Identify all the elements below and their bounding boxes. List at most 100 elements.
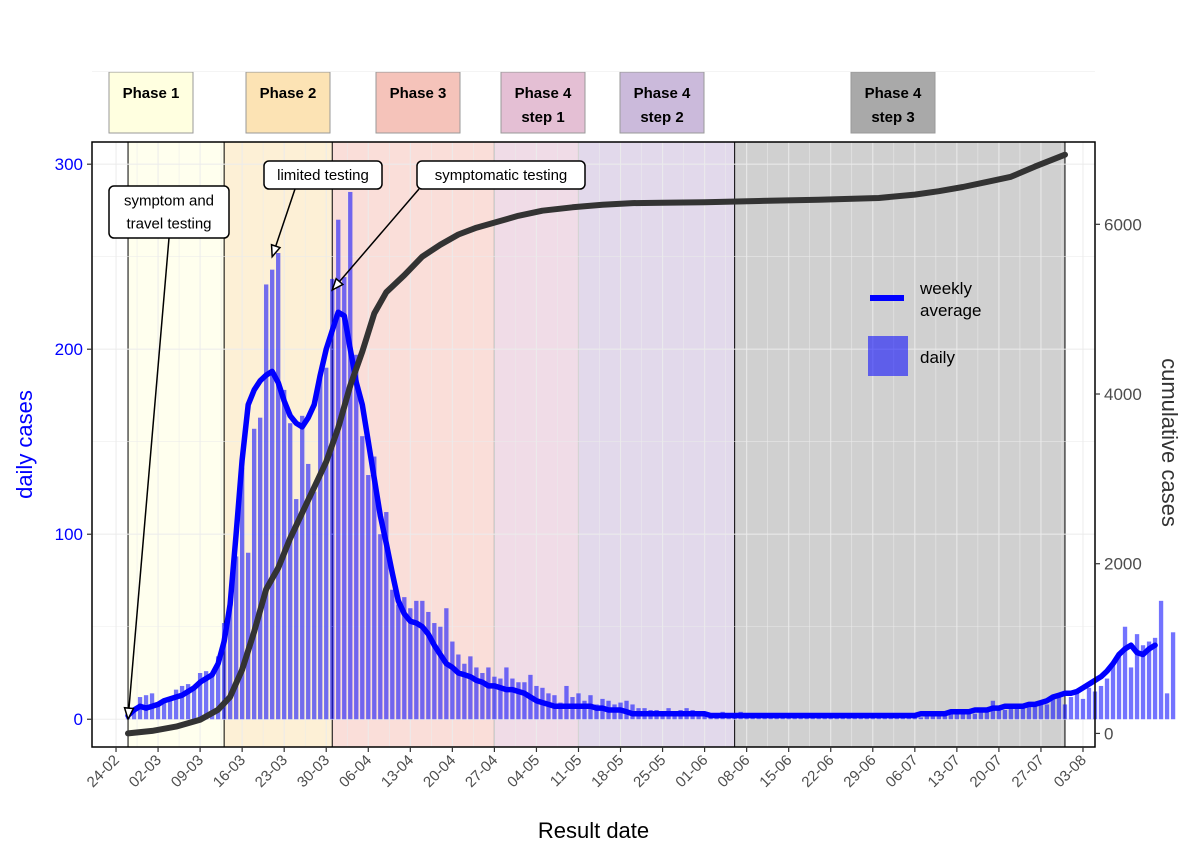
annotation-label: limited testing [277, 167, 369, 184]
daily-bar [798, 717, 803, 720]
phase-band [128, 142, 225, 747]
plot-area: symptom and travel testing limited testing… [91, 71, 1176, 748]
daily-bar [276, 253, 281, 720]
series-lines [125, 151, 1158, 737]
annotation-arrow [127, 237, 170, 720]
daily-bar [312, 491, 317, 720]
daily-bar [360, 436, 365, 720]
x-tick-label: 06-07 [882, 752, 921, 791]
x-tick-label: 16-03 [210, 752, 249, 791]
x-tick-label: 27-04 [462, 752, 501, 791]
daily-bar [480, 672, 485, 720]
daily-bar [846, 717, 851, 720]
daily-bar [420, 600, 425, 720]
daily-bar [516, 682, 521, 720]
daily-bar [1008, 706, 1014, 720]
y-axis-right-title: cumulative cases [1157, 358, 1182, 527]
daily-bar [438, 626, 443, 720]
daily-bar [510, 678, 515, 720]
daily-bar [209, 672, 215, 720]
daily-bar [948, 713, 954, 720]
daily-bar [426, 611, 431, 720]
x-tick-label: 06-04 [336, 752, 375, 791]
daily-bar [408, 608, 413, 720]
annotation-arrow [331, 188, 420, 291]
phase-label-box [108, 71, 194, 134]
legend-label-daily: daily [920, 348, 955, 367]
daily-bar [462, 663, 467, 720]
annotation-label: travel testing [126, 216, 211, 233]
x-tick-label: 23-03 [252, 752, 291, 791]
x-tick-label: 01-06 [672, 752, 711, 791]
x-tick-label: 22-06 [798, 752, 837, 791]
daily-bar [954, 713, 960, 720]
daily-bar [1080, 698, 1086, 720]
daily-bar [233, 556, 239, 720]
weekly-average-line [125, 309, 1158, 719]
y-left-tick-label: 300 [55, 155, 83, 174]
x-tick-label: 20-04 [420, 752, 459, 791]
daily-bar [336, 219, 341, 720]
daily-bar [239, 467, 245, 720]
daily-bar [197, 672, 203, 720]
daily-bar [245, 552, 251, 720]
daily-bar [414, 600, 419, 720]
y-axis-left-title: daily cases [12, 390, 37, 499]
daily-bar [978, 711, 984, 720]
daily-bar [1098, 685, 1104, 720]
daily-bar [1014, 708, 1020, 720]
daily-bar [1026, 706, 1032, 720]
daily-bar [258, 417, 263, 720]
x-tick-label: 13-07 [925, 752, 964, 791]
x-tick-label: 27-07 [1009, 752, 1048, 791]
y-left-tick-label: 200 [55, 340, 83, 359]
daily-bar [1152, 637, 1158, 720]
daily-bar [330, 278, 335, 720]
annotations: symptom and travel testing limited testing… [108, 160, 586, 722]
daily-bar [300, 415, 305, 720]
daily-bar [306, 463, 311, 720]
phase-label: step 1 [521, 109, 564, 126]
annotation-box [416, 160, 586, 190]
daily-bar [1020, 704, 1026, 720]
daily-bar [960, 711, 966, 720]
x-tick-label: 29-06 [840, 752, 879, 791]
daily-bar [318, 376, 323, 720]
daily-bar [384, 512, 389, 720]
phase-band [734, 142, 1065, 747]
daily-bar [324, 367, 329, 720]
x-tick-label: 08-06 [714, 752, 753, 791]
x-tick-label: 20-07 [967, 752, 1006, 791]
daily-bar [1134, 634, 1140, 720]
daily-bar [984, 708, 990, 720]
daily-bar [1128, 667, 1134, 720]
phase-label: Phase 3 [390, 85, 447, 102]
daily-bar [251, 428, 257, 720]
legend-label-weekly: average [920, 301, 981, 320]
daily-bar [161, 700, 167, 720]
daily-bar [456, 654, 461, 720]
phase-label-box [619, 71, 705, 134]
y-right-tick-label: 4000 [1104, 385, 1142, 404]
daily-bar [131, 711, 137, 720]
phase-label-box [500, 71, 586, 134]
daily-bar [1038, 704, 1044, 720]
phase-label: Phase 4 [634, 85, 691, 102]
daily-bar [492, 676, 497, 720]
y-right-tick-label: 6000 [1104, 215, 1142, 234]
phase-label-box [375, 71, 461, 134]
cumulative-line [125, 151, 1068, 737]
daily-bar [342, 277, 347, 720]
daily-bar [203, 671, 209, 720]
phase-label-box [245, 71, 331, 134]
daily-bar [432, 623, 437, 720]
annotation-label: symptomatic testing [435, 167, 568, 184]
daily-bar [155, 704, 161, 720]
daily-bar [816, 717, 821, 720]
daily-bar [1164, 693, 1170, 720]
daily-bar [474, 667, 479, 720]
phase-label: step 2 [640, 109, 683, 126]
daily-bar [858, 717, 863, 720]
daily-bar [270, 269, 275, 720]
annotation-arrowhead [330, 277, 345, 292]
